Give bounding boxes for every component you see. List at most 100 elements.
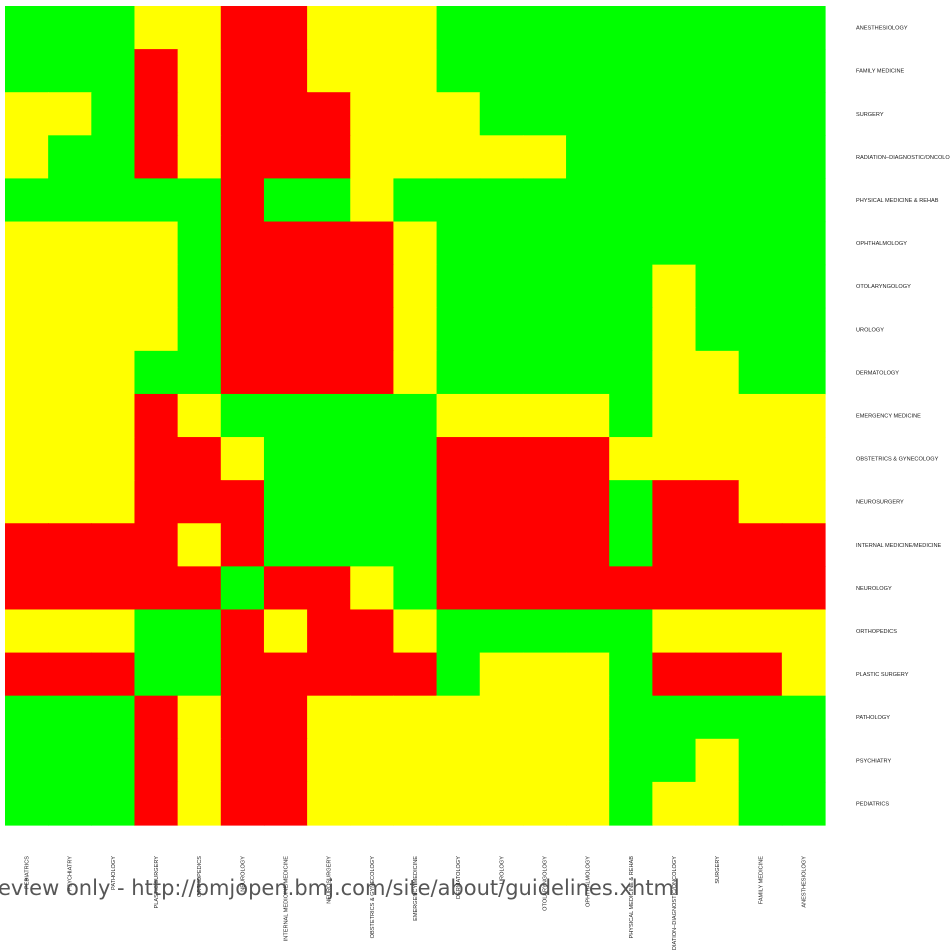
heatmap-cell	[263, 480, 308, 524]
heatmap-cell	[177, 49, 222, 93]
row-label: PLASTIC SURGERY	[856, 672, 909, 678]
heatmap-cell	[609, 221, 653, 266]
heatmap-cell	[652, 92, 697, 136]
heatmap-cell	[781, 178, 826, 223]
heatmap-cell	[479, 523, 524, 567]
heatmap-cell	[307, 393, 351, 438]
row-label: PATHOLOGY	[856, 715, 890, 721]
heatmap-cell	[220, 523, 265, 567]
column-label: DERMATOLOGY	[456, 856, 462, 899]
heatmap-cell	[695, 652, 740, 697]
heatmap-cell	[177, 437, 222, 481]
heatmap-cell	[134, 92, 179, 136]
row-label: UROLOGY	[856, 327, 884, 333]
heatmap-cell	[5, 480, 49, 524]
heatmap-cell	[177, 566, 222, 611]
heatmap-cell	[566, 178, 610, 223]
heatmap-cell	[48, 437, 92, 481]
heatmap-cell	[652, 523, 697, 567]
heatmap-cell	[652, 6, 697, 50]
column-label: OBSTETRICS & GYNECOLOGY	[370, 856, 376, 939]
heatmap-cell	[436, 135, 481, 180]
heatmap-cell	[479, 350, 524, 395]
heatmap-cell	[652, 609, 697, 654]
heatmap-cell	[48, 523, 92, 567]
heatmap-cell	[695, 738, 740, 783]
heatmap-cell	[263, 437, 308, 481]
heatmap-cell	[738, 480, 783, 524]
column-label: ANESTHESIOLOGY	[801, 856, 807, 908]
heatmap-cell	[652, 135, 697, 180]
column-label: OTOLARYNGOLOGY	[542, 856, 548, 911]
column-label: NEUROLOGY	[240, 856, 246, 892]
heatmap-cell	[479, 738, 524, 783]
heatmap-cell	[91, 178, 136, 223]
heatmap-cell	[263, 92, 308, 136]
heatmap-cell	[5, 437, 49, 481]
heatmap-cell	[307, 738, 351, 783]
heatmap-cell	[393, 652, 438, 697]
heatmap-cell	[652, 307, 697, 352]
heatmap-cell	[566, 350, 610, 395]
heatmap-cell	[609, 695, 653, 740]
heatmap-cell	[566, 393, 610, 438]
heatmap-cell	[220, 738, 265, 783]
heatmap-cell	[436, 523, 481, 567]
heatmap-cell	[307, 350, 351, 395]
heatmap-cell	[738, 307, 783, 352]
heatmap-cell	[479, 566, 524, 611]
heatmap-cell	[134, 178, 179, 223]
heatmap-cell	[91, 523, 136, 567]
heatmap-cell	[350, 609, 395, 654]
heatmap-cell	[91, 437, 136, 481]
heatmap-cell	[307, 695, 351, 740]
heatmap-cell	[738, 781, 783, 826]
heatmap-cell	[393, 781, 438, 826]
heatmap-cell	[177, 178, 222, 223]
heatmap-cell	[263, 178, 308, 223]
heatmap-cell	[652, 350, 697, 395]
heatmap-cell	[350, 738, 395, 783]
heatmap-cell	[350, 781, 395, 826]
heatmap-cell	[393, 178, 438, 223]
heatmap-cell	[566, 609, 610, 654]
heatmap-cell	[134, 738, 179, 783]
column-label: PSYCHIATRY	[68, 856, 74, 891]
heatmap-cell	[738, 264, 783, 309]
heatmap-cell	[350, 135, 395, 180]
heatmap-cell	[220, 393, 265, 438]
heatmap-cell	[479, 393, 524, 438]
heatmap-cell	[738, 393, 783, 438]
heatmap-cell	[652, 221, 697, 266]
heatmap-cell	[5, 393, 49, 438]
heatmap-cell	[393, 609, 438, 654]
heatmap-cell	[479, 178, 524, 223]
heatmap-cell	[350, 652, 395, 697]
column-label: FAMILY MEDICINE	[758, 856, 764, 905]
heatmap-cell	[307, 221, 351, 266]
heatmap-cell	[220, 307, 265, 352]
heatmap-cell	[48, 652, 92, 697]
column-label: RADIATION–DIAGNOSTIC/ONCOLOGY	[672, 856, 678, 950]
heatmap-cell	[695, 221, 740, 266]
heatmap-cell	[522, 652, 567, 697]
heatmap-cell	[220, 609, 265, 654]
heatmap-cell	[609, 307, 653, 352]
heatmap-cell	[695, 523, 740, 567]
heatmap-cell	[5, 781, 49, 826]
heatmap-cell	[522, 135, 567, 180]
heatmap-cell	[695, 307, 740, 352]
heatmap-cell	[177, 609, 222, 654]
heatmap-cell	[695, 135, 740, 180]
heatmap-cell	[5, 350, 49, 395]
heatmap-cell	[566, 221, 610, 266]
heatmap-cell	[479, 609, 524, 654]
heatmap-cell	[781, 307, 826, 352]
heatmap-cell	[479, 781, 524, 826]
heatmap-cell	[5, 523, 49, 567]
heatmap-cell	[436, 609, 481, 654]
heatmap-cell	[177, 6, 222, 50]
heatmap-cell	[48, 566, 92, 611]
heatmap-cell	[695, 393, 740, 438]
heatmap-cell	[220, 695, 265, 740]
